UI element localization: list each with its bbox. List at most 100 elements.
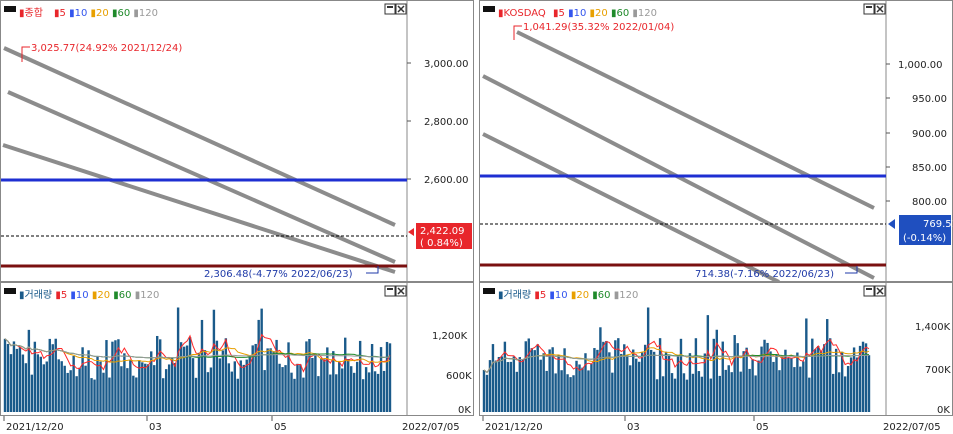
volume-bar	[275, 339, 278, 412]
chart-panel-kosdaq: 1,000.00 950.00 900.00 850.00 800.00 1,0…	[479, 0, 953, 434]
volume-bar	[521, 359, 524, 412]
volume-bar	[569, 377, 572, 412]
volume-bar	[373, 371, 377, 412]
volume-bar	[260, 308, 263, 412]
volume-bar	[161, 378, 165, 412]
volume-bar	[533, 350, 536, 412]
volume-bar	[138, 360, 141, 412]
volume-bar	[572, 375, 575, 412]
date-label: 03	[627, 422, 640, 433]
volume-bar	[488, 360, 492, 412]
volume-ma20-line	[4, 338, 391, 363]
volume-tick: 0K	[937, 405, 950, 416]
volume-bar	[27, 329, 31, 412]
volume-bar	[611, 372, 614, 412]
volume-bar	[42, 364, 45, 412]
volume-bar	[141, 362, 144, 412]
volume-bar	[21, 354, 25, 412]
maximize-button[interactable]	[863, 285, 875, 297]
current-price: 2,422.09	[420, 226, 465, 237]
close-button[interactable]	[874, 285, 886, 297]
maximize-button[interactable]	[384, 285, 396, 297]
trend-channel-line	[3, 46, 396, 227]
volume-bar	[203, 350, 207, 412]
volume-bar	[754, 375, 757, 412]
volume-bar	[867, 355, 871, 412]
volume-bar	[748, 368, 751, 412]
volume-bar	[114, 340, 117, 412]
volume-bar	[512, 356, 516, 412]
maximize-button[interactable]	[863, 3, 875, 15]
volume-bar	[861, 341, 865, 412]
volume-bar	[796, 352, 799, 412]
volume-bar	[78, 367, 81, 412]
square-icon	[866, 6, 872, 8]
maximize-button[interactable]	[384, 3, 396, 15]
end-date-label: 2022/07/05	[402, 422, 460, 433]
date-label: 2021/12/20	[6, 422, 64, 433]
volume-bar	[90, 378, 93, 412]
volume-bar	[581, 367, 584, 412]
volume-bar	[388, 343, 392, 412]
volume-bar	[482, 369, 486, 412]
volume-bar	[530, 348, 533, 412]
volume-bar	[834, 348, 838, 412]
volume-bar	[117, 339, 120, 412]
volume-bar	[332, 351, 335, 412]
volume-bar	[39, 356, 43, 412]
volume-bar	[75, 376, 78, 412]
volume-bar	[24, 363, 28, 412]
volume-bar	[509, 361, 513, 412]
volume-bar	[787, 357, 790, 412]
volume-bar	[129, 359, 132, 412]
current-price-marker-icon	[888, 219, 895, 229]
volume-bar	[72, 355, 75, 412]
volume-bar	[126, 368, 129, 412]
recent-low-label: 2,306.48(-4.77% 2022/06/23)	[204, 269, 353, 280]
recent-high-label: 3,025.77(24.92% 2021/12/24)	[31, 43, 182, 54]
volume-bar	[808, 377, 811, 412]
volume-bar	[596, 349, 599, 412]
volume-bar	[111, 341, 114, 412]
volume-bar	[200, 319, 204, 412]
volume-bar	[350, 366, 353, 412]
volume-bar	[158, 339, 162, 412]
volume-bar	[66, 372, 69, 412]
volume-bar	[278, 363, 281, 412]
volume-bar	[57, 359, 60, 412]
volume-bar	[772, 361, 775, 412]
current-change: (-0.14%)	[903, 233, 946, 244]
volume-bar	[361, 379, 365, 412]
x-icon	[397, 5, 405, 13]
volume-bar	[269, 348, 272, 412]
volume-bar	[338, 362, 341, 412]
volume-bar	[736, 343, 739, 412]
volume-bar	[706, 315, 710, 412]
price-axis-ticks: 1,000.00 950.00 900.00 850.00 800.00	[886, 60, 947, 208]
close-button[interactable]	[395, 285, 407, 297]
volume-bar	[81, 347, 84, 412]
kospi-volume-chart: 1,200K 600K 0K ▮거래량 ▮5 ▮10 ▮20 ▮60 ▮120	[0, 282, 474, 416]
volume-tick: 700K	[925, 365, 951, 376]
volume-bar	[694, 338, 698, 412]
volume-bar	[742, 351, 745, 412]
close-button[interactable]	[395, 3, 407, 15]
volume-bar	[542, 353, 545, 412]
volume-bar	[667, 355, 671, 412]
volume-legend: ▮거래량 ▮5 ▮10 ▮20 ▮60 ▮120	[19, 289, 159, 301]
volume-tick: 0K	[458, 405, 471, 416]
price-tick: 900.00	[912, 129, 947, 140]
volume-bar	[385, 341, 389, 412]
close-button[interactable]	[874, 3, 886, 15]
volume-bar	[760, 346, 763, 412]
volume-bar	[655, 379, 659, 412]
volume-bar	[224, 338, 228, 412]
volume-bar	[293, 378, 296, 412]
volume-bar	[826, 319, 829, 412]
kosdaq-price-chart: 1,000.00 950.00 900.00 850.00 800.00 1,0…	[479, 0, 953, 282]
volume-bar	[566, 374, 569, 412]
volume-bar	[793, 367, 796, 412]
volume-bar	[108, 377, 111, 412]
volume-bar	[864, 343, 868, 412]
volume-bar	[769, 351, 772, 412]
